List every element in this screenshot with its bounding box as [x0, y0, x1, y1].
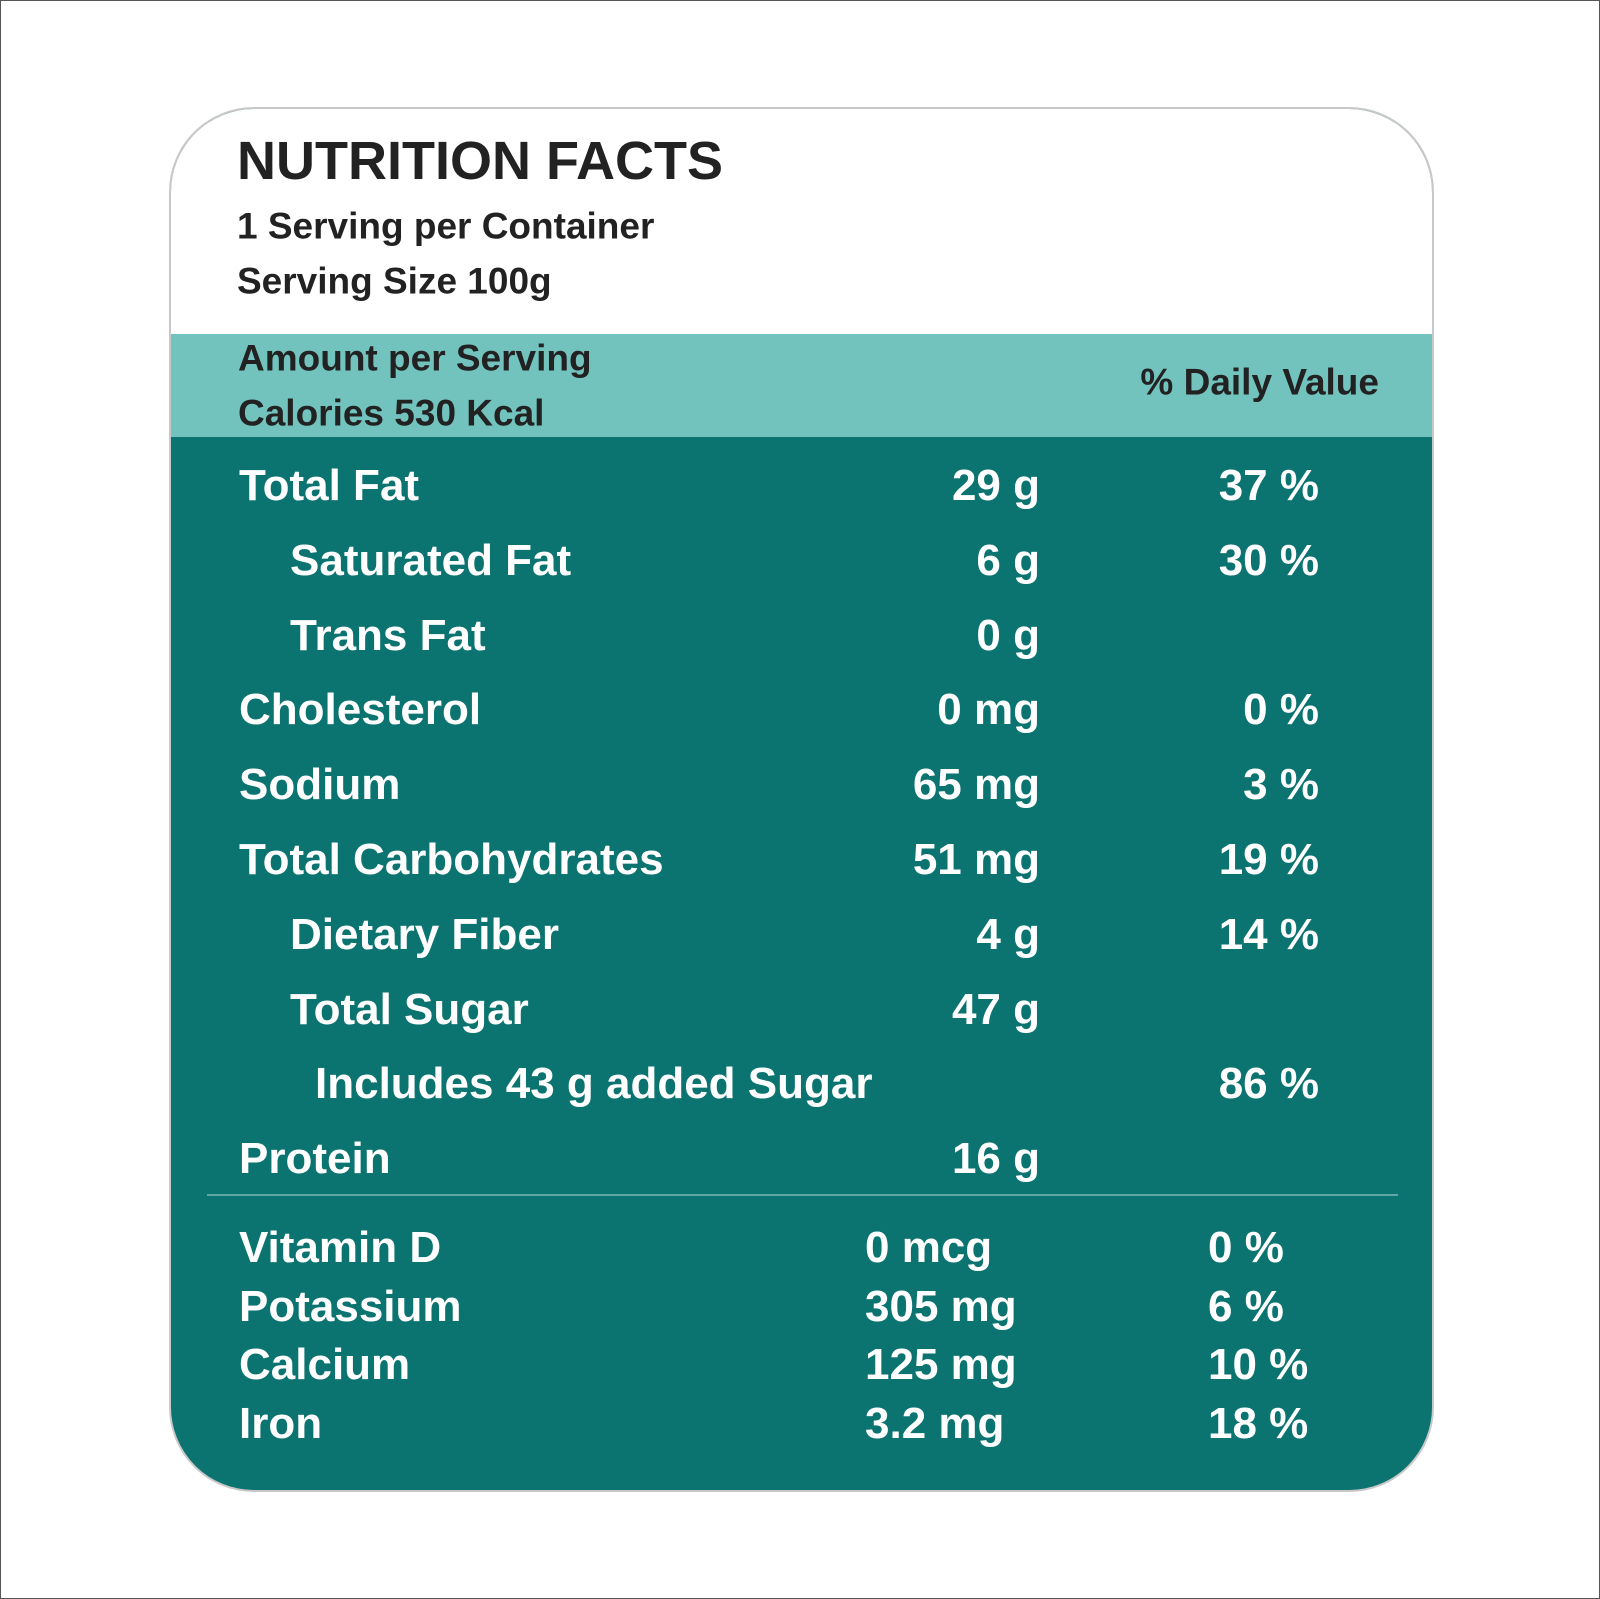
- nutrient-amount: 65 mg: [912, 760, 1040, 810]
- serving-band: [171, 334, 1432, 437]
- vitamin-amount: 0 mcg: [865, 1223, 993, 1272]
- amount-per-serving: Amount per Serving: [238, 337, 592, 379]
- nutrient-name: Saturated Fat: [290, 535, 572, 585]
- nutrient-dv: 14 %: [1218, 909, 1319, 959]
- nutrient-amount: 16 g: [951, 1134, 1040, 1184]
- vitamin-amount: 3.2 mg: [865, 1398, 1005, 1448]
- nutrient-dv: 19 %: [1218, 835, 1319, 884]
- nutrient-name: Includes 43 g added Sugar: [315, 1059, 873, 1109]
- vitamin-name: Calcium: [239, 1340, 411, 1389]
- separator: [207, 1194, 1398, 1196]
- vitamin-dv: 0 %: [1208, 1223, 1284, 1272]
- vitamin-dv: 10 %: [1208, 1340, 1309, 1389]
- nutrient-name: Trans Fat: [290, 610, 486, 660]
- serving-size: Serving Size 100g: [237, 260, 552, 302]
- nutrient-amount: 4 g: [976, 909, 1040, 959]
- vitamin-name: Potassium: [239, 1281, 462, 1331]
- nutrient-dv: 0 %: [1243, 685, 1319, 735]
- servings: 1 Serving per Container: [237, 205, 655, 247]
- nutrient-dv: 37 %: [1218, 461, 1319, 510]
- daily-value-heading: % Daily Value: [1140, 361, 1379, 403]
- nutrient-dv: 3 %: [1243, 760, 1319, 810]
- label-card: [169, 107, 1434, 1492]
- title: NUTRITION FACTS: [237, 131, 723, 191]
- nutrient-amount: 51 mg: [912, 835, 1040, 884]
- nutrient-name: Total Sugar: [290, 984, 529, 1034]
- vitamin-amount: 125 mg: [865, 1340, 1017, 1389]
- nutrient-name: Protein: [239, 1134, 391, 1184]
- vitamin-name: Vitamin D: [239, 1223, 442, 1272]
- header-panel: [171, 109, 1432, 334]
- nutrient-amount: 0 mg: [937, 685, 1040, 735]
- nutrient-amount: 6 g: [976, 535, 1040, 585]
- nutrient-amount: 29 g: [951, 461, 1040, 510]
- nutrient-dv: 30 %: [1218, 535, 1319, 585]
- vitamin-dv: 6 %: [1208, 1281, 1284, 1331]
- nutrient-name: Sodium: [239, 760, 401, 810]
- vitamin-amount: 305 mg: [865, 1281, 1017, 1331]
- nutrient-dv: 86 %: [1218, 1059, 1319, 1109]
- nutrient-name: Cholesterol: [239, 685, 482, 735]
- nutrient-amount: 47 g: [951, 984, 1040, 1034]
- nutrient-amount: 0 g: [976, 610, 1040, 660]
- vitamin-name: Iron: [239, 1398, 323, 1448]
- nutrient-name: Total Carbohydrates: [239, 835, 664, 884]
- calories: Calories 530 Kcal: [238, 392, 545, 434]
- nutrient-name: Total Fat: [239, 461, 420, 510]
- vitamin-dv: 18 %: [1208, 1398, 1309, 1448]
- nutrient-name: Dietary Fiber: [290, 909, 559, 959]
